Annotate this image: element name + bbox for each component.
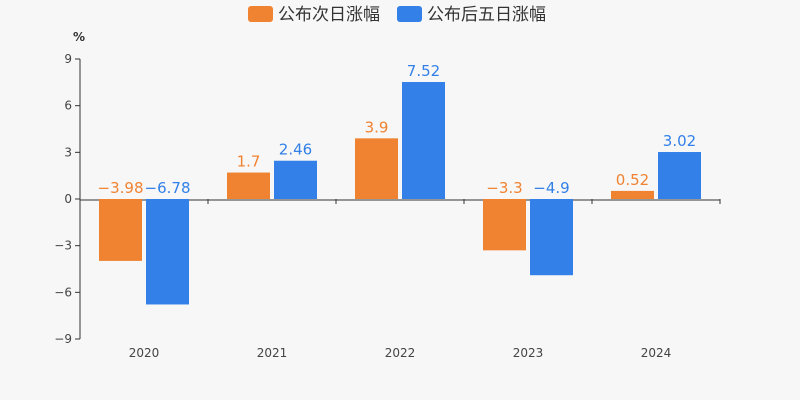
bar-series-2-2022 (402, 82, 445, 199)
bar-series-2-2021 (274, 160, 317, 199)
y-tick-label: −3 (54, 239, 72, 253)
x-tick-label: 2021 (257, 346, 288, 360)
bars (99, 82, 701, 305)
bar-series-2-2024 (658, 152, 701, 199)
data-label-series-1-2021: 1.7 (237, 153, 261, 171)
data-label-series-1-2024: 0.52 (616, 171, 649, 189)
legend-label-series-1: 公布次日涨幅 (278, 5, 380, 25)
data-label-series-2-2020: −6.78 (145, 179, 191, 197)
y-tick-label: −6 (54, 285, 72, 299)
y-tick-label: −9 (54, 332, 72, 346)
y-tick-label: 3 (64, 145, 72, 159)
bar-series-2-2023 (530, 199, 573, 276)
bar-series-1-2022 (355, 138, 398, 199)
y-axis-ticks: 9 6 3 0 −3 −6 −9 (54, 52, 80, 346)
x-tick-label: 2024 (641, 346, 672, 360)
bar-series-1-2021 (227, 172, 270, 199)
data-label-series-1-2023: −3.3 (486, 179, 522, 197)
x-axis-ticks: 2020 2021 2022 2023 2024 (79, 199, 721, 360)
legend-label-series-2: 公布后五日涨幅 (427, 5, 546, 25)
x-tick-label: 2020 (129, 346, 160, 360)
data-label-series-1-2020: −3.98 (98, 179, 144, 197)
bar-series-1-2023 (483, 199, 526, 251)
data-label-series-1-2022: 3.9 (365, 118, 389, 136)
y-tick-label: 6 (64, 99, 72, 113)
y-axis-unit-label: % (73, 30, 85, 44)
bar-series-1-2024 (611, 190, 654, 199)
data-labels: −3.98 −6.78 1.7 2.46 3.9 7.52 −3.3 −4.9 0.52 3.02 (98, 62, 697, 197)
legend-swatch-series-2 (397, 6, 422, 22)
bar-series-2-2020 (146, 199, 189, 305)
data-label-series-2-2024: 3.02 (663, 132, 696, 150)
data-label-series-2-2022: 7.52 (407, 62, 440, 80)
data-label-series-2-2021: 2.46 (279, 141, 312, 159)
y-tick-label: 0 (64, 192, 72, 206)
bar-series-1-2020 (99, 199, 142, 261)
y-tick-label: 9 (64, 52, 72, 66)
legend-swatch-series-1 (248, 6, 273, 22)
x-tick-label: 2023 (513, 346, 544, 360)
legend: 公布次日涨幅 公布后五日涨幅 (248, 5, 546, 25)
data-label-series-2-2023: −4.9 (533, 179, 569, 197)
x-tick-label: 2022 (385, 346, 416, 360)
